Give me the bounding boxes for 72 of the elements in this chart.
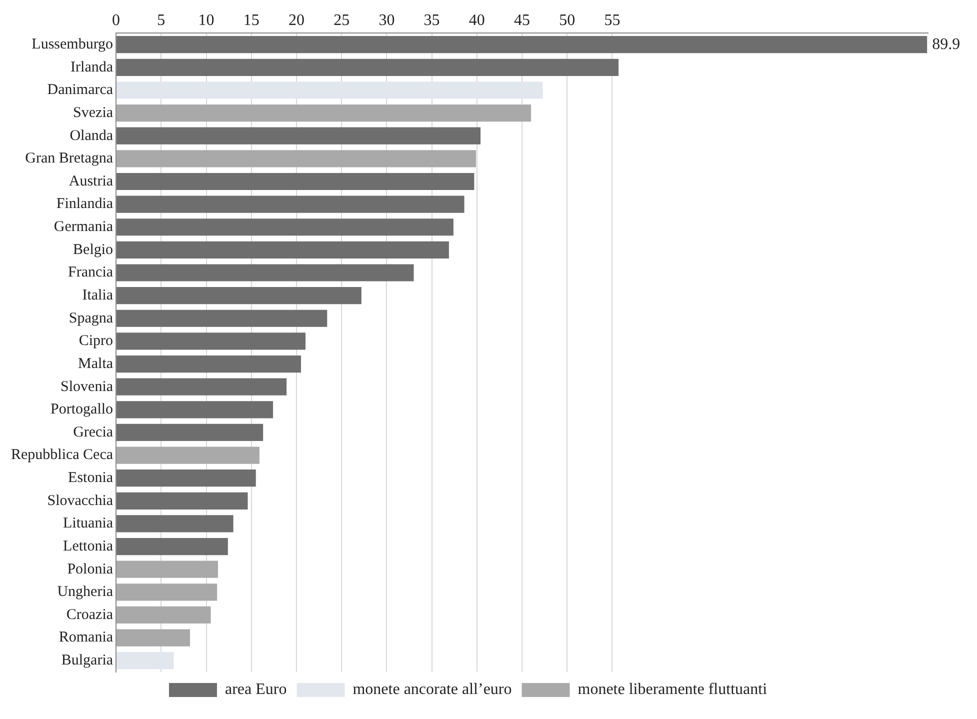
y-tick-label: Grecia: [73, 424, 114, 440]
x-tick-label: 50: [559, 12, 576, 29]
legend-label: area Euro: [224, 681, 287, 698]
x-tick-label: 45: [514, 12, 530, 29]
y-tick-label: Italia: [82, 288, 114, 304]
bar: [116, 104, 532, 122]
y-tick-label: Olanda: [70, 128, 114, 144]
y-tick-label: Bulgaria: [61, 652, 114, 669]
x-tick-label: 20: [288, 12, 304, 29]
x-tick-label: 55: [604, 12, 620, 29]
bar: [116, 287, 362, 304]
y-tick-label: Repubblica Ceca: [10, 447, 114, 464]
y-tick-label: Malta: [78, 356, 114, 372]
legend-label: monete ancorate all’euro: [352, 681, 512, 698]
x-tick-label: 30: [378, 12, 395, 29]
bar: [116, 378, 287, 396]
bar: [116, 652, 174, 670]
bar: [116, 492, 248, 510]
bar: [116, 218, 454, 236]
bar: [116, 446, 260, 464]
y-tick-label: Austria: [68, 173, 114, 190]
y-tick-label: Svezia: [73, 104, 114, 121]
bar: [116, 172, 474, 190]
y-tick-label: Irlanda: [70, 59, 114, 76]
bar: [116, 127, 481, 144]
y-tick-label: Lituania: [63, 516, 114, 532]
y-tick-label: Spagna: [68, 310, 114, 326]
x-tick-label: 25: [334, 12, 350, 29]
y-tick-label: Danimarca: [47, 82, 114, 98]
x-tick-label: 10: [198, 12, 214, 29]
bar: [116, 241, 449, 258]
bar: [116, 36, 928, 54]
y-tick-label: Belgio: [73, 242, 114, 258]
x-tick-label: 5: [157, 12, 166, 29]
bar: [116, 332, 306, 350]
y-tick-label: Slovacchia: [47, 492, 114, 509]
x-tick-label: 40: [468, 12, 485, 29]
y-tick-label: Ungheria: [57, 584, 114, 600]
y-tick-label: Estonia: [68, 470, 114, 486]
bar: [116, 629, 190, 646]
bar: [116, 606, 211, 624]
data-label: 89.9: [932, 36, 960, 53]
legend-label: monete liberamente fluttuanti: [578, 681, 768, 698]
y-tick-label: Lussemburgo: [32, 36, 114, 53]
bar: [116, 538, 228, 556]
y-tick-label: Polonia: [67, 561, 114, 578]
x-tick-label: 15: [243, 12, 260, 29]
y-tick-label: Germania: [54, 219, 114, 236]
bar: [116, 82, 543, 99]
bar: [116, 264, 414, 282]
y-tick-label: Portogallo: [50, 402, 114, 418]
y-tick-label: Slovenia: [60, 378, 114, 395]
bar: [116, 355, 301, 373]
y-tick-label: Romania: [58, 630, 114, 646]
y-tick-label: Gran Bretagna: [25, 150, 114, 167]
bar: [116, 150, 476, 168]
y-tick-label: Finlandia: [56, 196, 114, 212]
bar: [116, 584, 218, 601]
bar: [116, 560, 218, 578]
bar: [116, 470, 256, 487]
y-tick-label: Lettonia: [63, 538, 114, 554]
y-tick-label: Croazia: [66, 606, 114, 623]
x-tick-label: 35: [424, 12, 440, 29]
x-tick-label: 0: [112, 12, 120, 29]
y-tick-label: Francia: [68, 264, 114, 281]
y-tick-label: Cipro: [78, 333, 114, 350]
bar: [116, 310, 328, 327]
bar: [116, 196, 464, 213]
bar: [116, 58, 619, 76]
bar: [116, 401, 274, 418]
bar: [116, 515, 234, 532]
bar: [116, 424, 264, 442]
